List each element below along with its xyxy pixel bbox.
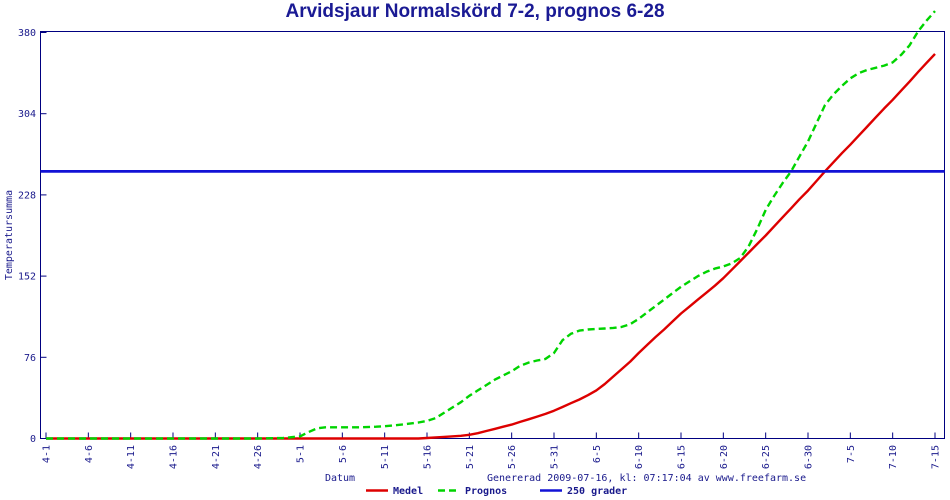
x-tick-label: 7-5	[846, 445, 857, 463]
x-tick-label: 7-15	[931, 445, 942, 469]
x-tick-label: 5-26	[507, 445, 518, 469]
x-tick-label: 5-31	[550, 445, 561, 469]
x-tick-label: 6-30	[804, 445, 815, 469]
x-tick-label: 5-6	[338, 445, 349, 463]
legend-label-prognos: Prognos	[465, 486, 507, 497]
legend-label-250-grader: 250 grader	[567, 486, 627, 497]
x-tick-label: 4-21	[211, 445, 222, 469]
x-tick-label: 5-1	[296, 445, 307, 463]
x-tick-label: 4-26	[253, 445, 264, 469]
y-tick-label: 304	[18, 109, 36, 120]
x-tick-label: 6-10	[634, 445, 645, 469]
y-tick-label: 0	[30, 434, 36, 445]
x-tick-label: 5-16	[423, 445, 434, 469]
x-tick-label: 6-5	[592, 445, 603, 463]
prognos-line	[46, 10, 936, 440]
legend-label-medel: Medel	[393, 486, 423, 497]
y-axis-title: Temperatursumma	[4, 190, 15, 280]
y-tick-label: 228	[18, 190, 36, 201]
x-tick-label: 5-11	[380, 445, 391, 469]
x-tick-label: 5-21	[465, 445, 476, 469]
y-tick-label: 76	[24, 353, 36, 364]
x-tick-label: 4-11	[126, 445, 137, 469]
x-tick-label: 4-16	[169, 445, 180, 469]
y-tick-label: 380	[18, 28, 36, 39]
x-tick-label: 7-10	[888, 445, 899, 469]
x-tick-label: 6-15	[677, 445, 688, 469]
footer-text: Genererad 2009-07-16, kl: 07:17:04 av ww…	[487, 473, 806, 484]
x-axis-title: Datum	[325, 473, 355, 484]
x-tick-label: 4-6	[84, 445, 95, 463]
plot-border	[40, 31, 945, 439]
medel-line	[46, 53, 936, 440]
x-tick-label: 6-25	[761, 445, 772, 469]
x-tick-label: 6-20	[719, 445, 730, 469]
chart-title: Arvidsjaur Normalskörd 7-2, prognos 6-28	[285, 1, 665, 22]
y-tick-label: 152	[18, 272, 36, 283]
x-tick-label: 4-1	[42, 445, 53, 463]
